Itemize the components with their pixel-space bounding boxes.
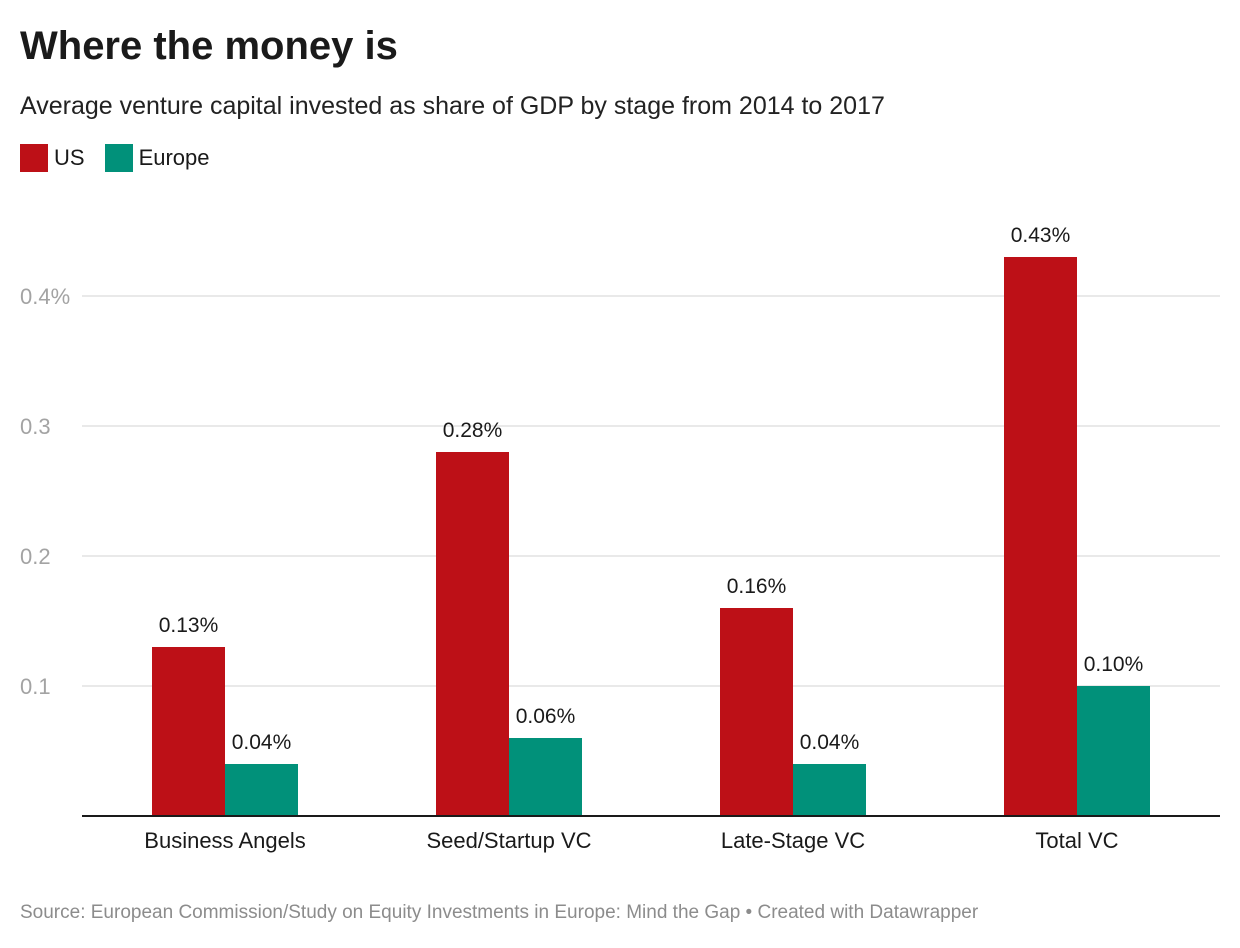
data-label: 0.13%	[159, 614, 219, 637]
data-label: 0.06%	[516, 705, 576, 728]
bar-europe	[1077, 686, 1150, 816]
legend-item-europe: Europe	[104, 144, 210, 172]
chart-title: Where the money is	[20, 24, 398, 68]
data-label: 0.04%	[800, 731, 860, 754]
y-tick-label: 0.3	[20, 414, 51, 439]
x-tick-label: Total VC	[1035, 828, 1118, 853]
bar-europe	[793, 764, 866, 816]
data-label: 0.43%	[1011, 224, 1071, 247]
legend: US Europe	[20, 144, 230, 172]
legend-item-us: US	[20, 144, 85, 172]
bar-us	[1004, 257, 1077, 816]
bar-us	[720, 608, 793, 816]
y-tick-label: 0.1	[20, 674, 51, 699]
data-label: 0.28%	[443, 419, 503, 442]
legend-label-europe: Europe	[138, 145, 210, 170]
y-tick-label: 0.2	[20, 544, 51, 569]
source-note: Source: European Commission/Study on Equ…	[20, 902, 979, 923]
data-label: 0.16%	[727, 575, 787, 598]
bar-us	[436, 452, 509, 816]
bar-europe	[509, 738, 582, 816]
y-tick-label: 0.4%	[20, 284, 70, 309]
bar-europe	[225, 764, 298, 816]
x-tick-label: Seed/Startup VC	[426, 828, 591, 853]
x-tick-label: Business Angels	[144, 828, 305, 853]
data-label: 0.10%	[1084, 653, 1144, 676]
legend-label-us: US	[54, 145, 85, 170]
legend-swatch-europe	[104, 144, 133, 172]
chart-subtitle: Average venture capital invested as shar…	[20, 92, 885, 120]
data-label: 0.04%	[232, 731, 292, 754]
bar-us	[152, 647, 225, 816]
x-tick-label: Late-Stage VC	[721, 828, 865, 853]
legend-swatch-us	[20, 144, 48, 172]
